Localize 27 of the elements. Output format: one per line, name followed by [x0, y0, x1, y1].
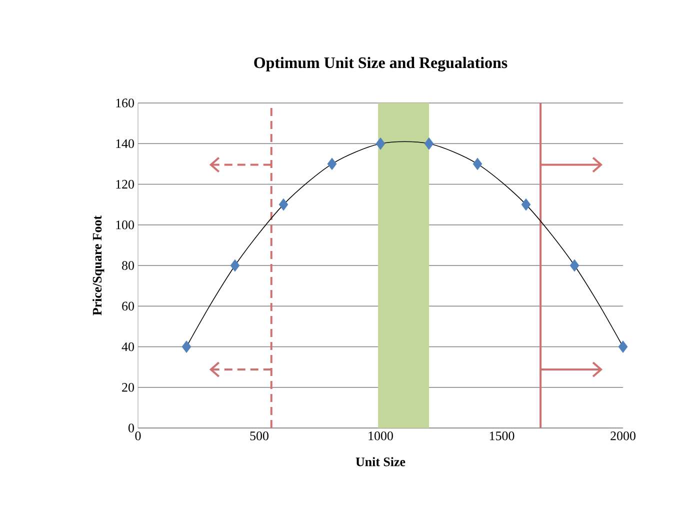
- x-axis-title: Unit Size: [356, 457, 406, 466]
- y-axis-title: Price/Square Foot: [92, 216, 104, 316]
- y-tick-label: 20: [122, 383, 134, 392]
- x-tick-label: 2000: [610, 432, 636, 440]
- point: [230, 259, 240, 272]
- y-tick-label: 120: [116, 180, 134, 189]
- point: [376, 137, 386, 150]
- point: [570, 259, 580, 272]
- y-tick-label: 60: [122, 302, 134, 310]
- point: [182, 340, 192, 353]
- x-tick-label: 1000: [368, 432, 393, 440]
- point: [278, 198, 288, 211]
- y-tick-label: 160: [116, 98, 134, 108]
- y-tick-label: 100: [116, 220, 134, 230]
- y-tick-label: 0: [128, 424, 134, 432]
- point: [472, 158, 482, 170]
- y-tick-label: 40: [122, 342, 134, 352]
- point: [424, 137, 434, 150]
- x-tick-label: 0: [135, 432, 141, 440]
- y-tick-label: 80: [122, 261, 134, 270]
- x-tick-label: 500: [250, 432, 268, 440]
- point: [327, 158, 337, 170]
- y-tick-label: 140: [116, 139, 134, 148]
- chart-title: Optimum Unit Size and Regualations: [254, 56, 508, 72]
- point: [618, 340, 628, 353]
- x-tick-label: 1500: [490, 432, 514, 440]
- point: [521, 198, 531, 211]
